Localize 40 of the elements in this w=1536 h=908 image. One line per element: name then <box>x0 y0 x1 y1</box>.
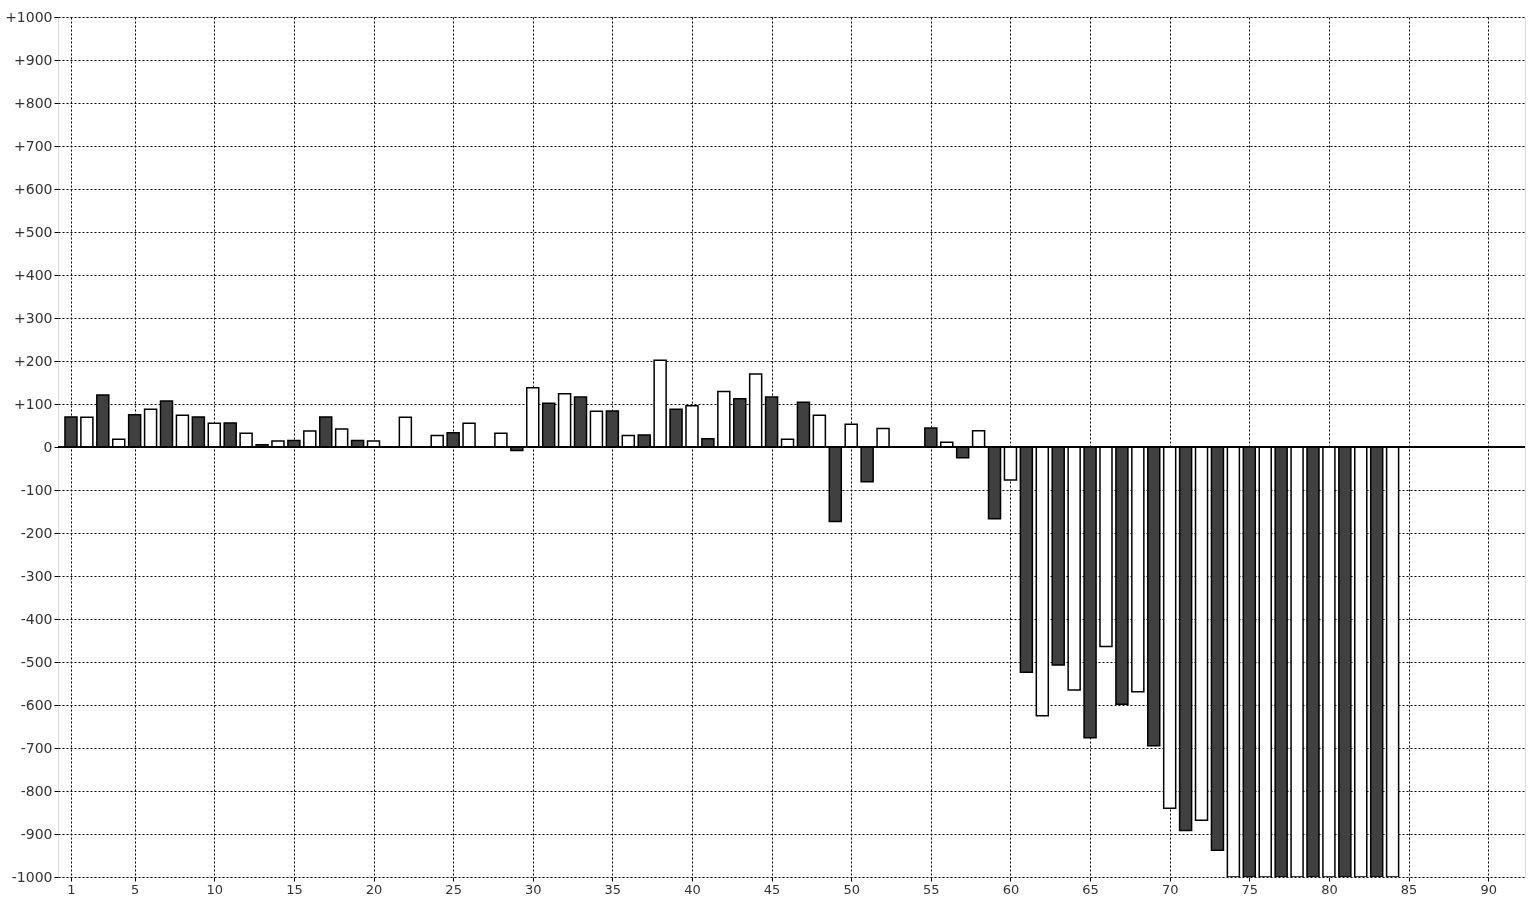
x-tick-label: 1 <box>67 881 76 897</box>
y-tick-label: -300 <box>20 567 53 584</box>
x-tick-label: 80 <box>1321 881 1338 897</box>
y-tick-label: -600 <box>20 696 53 713</box>
x-tick-label: 30 <box>524 881 542 897</box>
x-tick-label: 15 <box>286 881 303 897</box>
x-tick-label: 60 <box>1002 881 1020 897</box>
y-tick-label: 0 <box>43 438 53 455</box>
y-tick-label: -500 <box>20 653 53 670</box>
x-tick-label: 35 <box>604 881 622 897</box>
x-tick-label: 75 <box>1241 881 1259 897</box>
y-tick-label: -900 <box>20 825 53 842</box>
x-tick-label: 20 <box>365 881 383 897</box>
x-tick-label: 65 <box>1082 881 1099 897</box>
y-tick-label: +200 <box>14 352 53 369</box>
x-tick-label: 70 <box>1161 881 1179 897</box>
y-tick-label: +400 <box>14 266 53 283</box>
y-tick-label: +800 <box>14 94 53 111</box>
y-tick-label: +500 <box>14 223 53 240</box>
y-tick-label: -800 <box>20 782 53 799</box>
y-tick-label: -200 <box>20 524 53 541</box>
x-tick-label: 5 <box>131 881 140 897</box>
y-tick-label: -100 <box>20 481 53 498</box>
x-tick-label: 85 <box>1400 881 1418 897</box>
x-tick-label: 90 <box>1480 881 1497 897</box>
y-tick-label: -1000 <box>11 868 53 885</box>
x-tick-label: 10 <box>206 881 224 897</box>
y-tick-label: -700 <box>20 739 53 756</box>
y-tick-label: +700 <box>14 137 53 154</box>
y-tick-label: -400 <box>20 610 53 627</box>
y-tick-label: +100 <box>14 395 53 412</box>
x-tick-label: 25 <box>445 881 462 897</box>
y-tick-label: +300 <box>14 309 53 326</box>
y-tick-label: +600 <box>14 180 53 197</box>
y-tick-label: +900 <box>14 51 53 68</box>
x-tick-label: 55 <box>923 881 940 897</box>
y-tick-label: +1000 <box>5 8 53 25</box>
x-tick-label: 45 <box>763 881 781 897</box>
x-tick-label: 50 <box>843 881 860 897</box>
x-tick-label: 40 <box>684 881 701 897</box>
